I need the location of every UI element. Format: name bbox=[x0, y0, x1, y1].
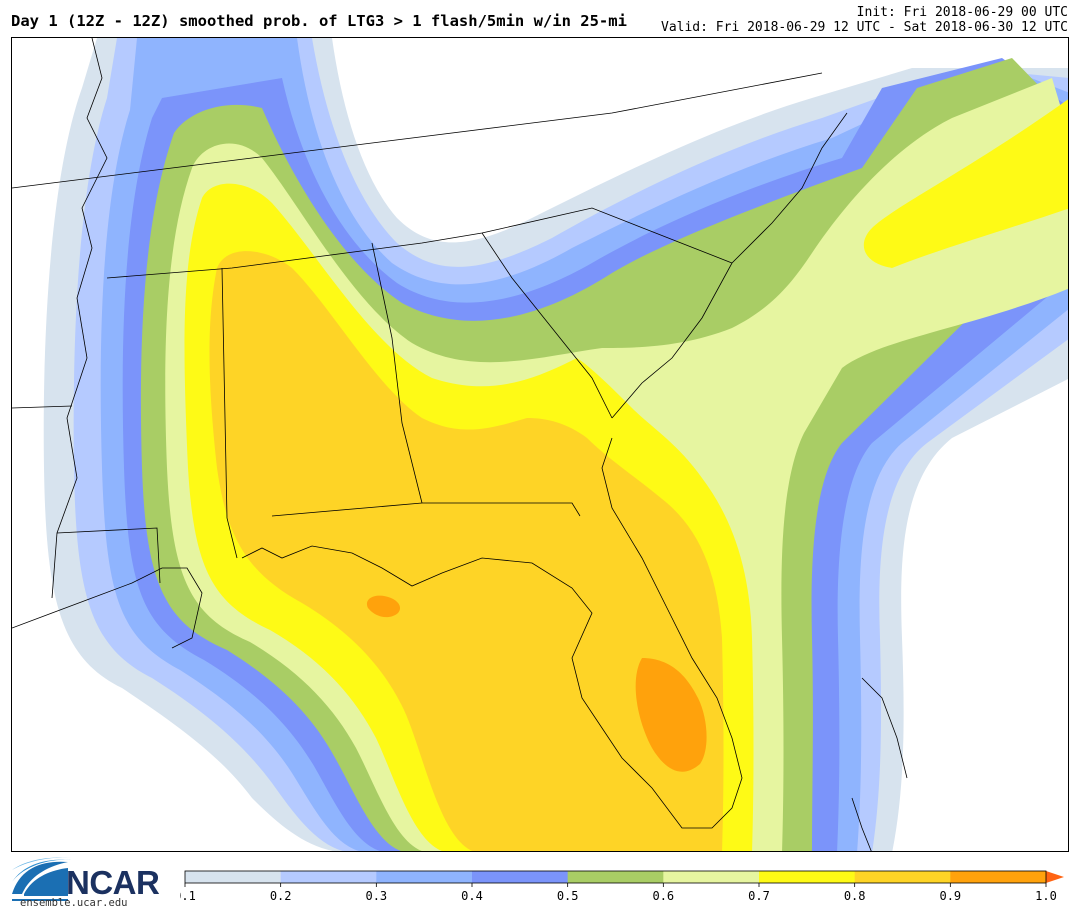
colorbar-extend-arrow bbox=[1046, 871, 1064, 883]
colorbar-bin bbox=[854, 871, 951, 883]
colorbar-bin bbox=[376, 871, 473, 883]
state-boundaries bbox=[12, 38, 908, 851]
colorbar-tick-label: 0.4 bbox=[461, 889, 483, 903]
ncar-logo-text: NCAR bbox=[66, 864, 160, 901]
colorbar-tick-label: 1.0 bbox=[1035, 889, 1057, 903]
valid-time: Valid: Fri 2018-06-29 12 UTC - Sat 2018-… bbox=[661, 20, 1068, 35]
contour-0-9 bbox=[366, 595, 707, 772]
probability-colorbar: 0.1 0.2 0.3 0.4 0.5 0.6 0.7 0.8 0.9 1.0 bbox=[180, 870, 1064, 903]
init-time: Init: Fri 2018-06-29 00 UTC bbox=[856, 5, 1068, 20]
map-title: Day 1 (12Z - 12Z) smoothed prob. of LTG3… bbox=[11, 12, 627, 30]
colorbar-bin bbox=[759, 871, 856, 883]
probability-map bbox=[11, 37, 1069, 852]
colorbar-tick-label: 0.5 bbox=[557, 889, 579, 903]
colorbar-bin bbox=[567, 871, 664, 883]
colorbar-tick-label: 0.7 bbox=[748, 889, 770, 903]
colorbar-tick-label: 0.9 bbox=[939, 889, 961, 903]
ncar-logo bbox=[12, 857, 72, 901]
ensemble-url: ensemble.ucar.edu bbox=[20, 897, 128, 909]
colorbar-bin bbox=[663, 871, 760, 883]
colorbar-bin bbox=[472, 871, 569, 883]
colorbar-bin bbox=[280, 871, 377, 883]
colorbar-tick-label: 0.1 bbox=[180, 889, 196, 903]
colorbar-tick-label: 0.6 bbox=[652, 889, 674, 903]
colorbar-bin bbox=[185, 871, 282, 883]
probability-contours bbox=[43, 38, 1068, 851]
contour-0-8 bbox=[209, 251, 724, 851]
colorbar-tick-label: 0.3 bbox=[365, 889, 387, 903]
colorbar-tick-label: 0.2 bbox=[270, 889, 292, 903]
colorbar-bin bbox=[950, 871, 1047, 883]
colorbar-tick-label: 0.8 bbox=[844, 889, 866, 903]
